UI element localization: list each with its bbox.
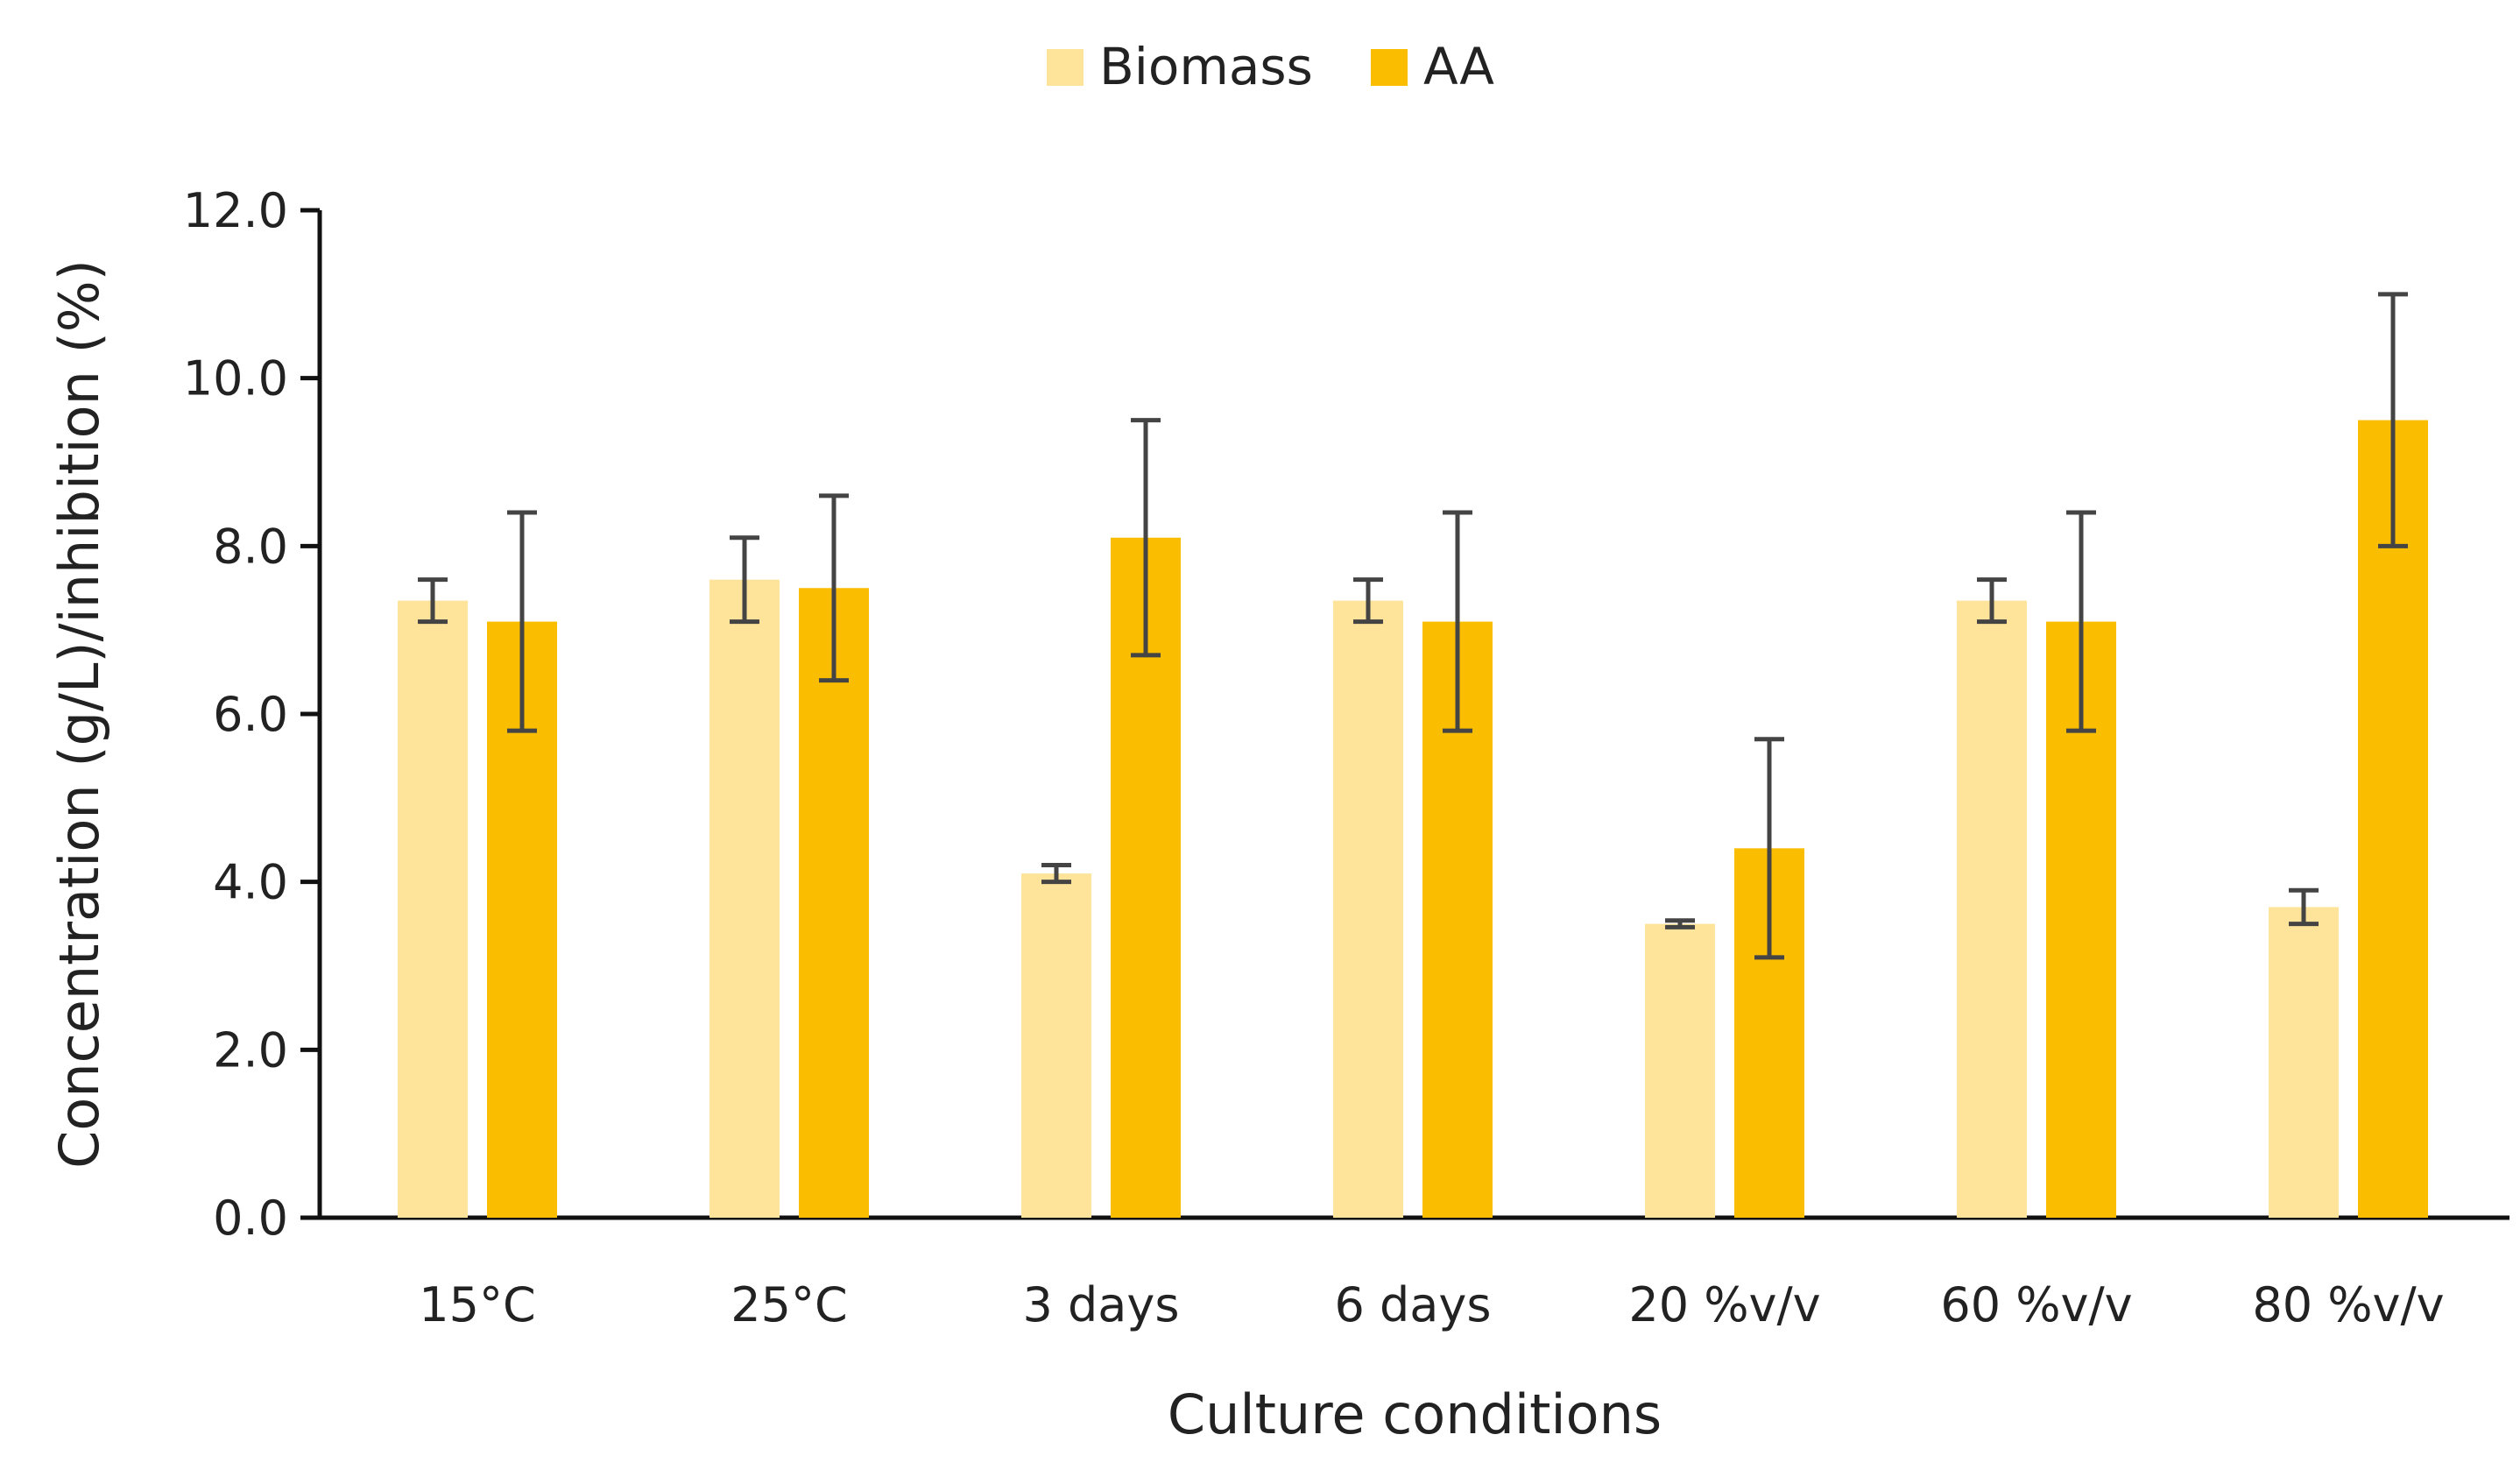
legend-swatch-biomass	[1047, 49, 1084, 86]
bar-biomass	[709, 579, 780, 1218]
y-tick-label: 12.0	[183, 183, 288, 238]
y-tick-label: 8.0	[213, 519, 288, 574]
bar-biomass	[1021, 873, 1091, 1218]
bar-biomass	[2269, 907, 2339, 1218]
y-tick-label: 6.0	[213, 687, 288, 742]
legend-swatch-aa	[1371, 49, 1408, 86]
error-bars	[418, 292, 2408, 960]
x-tick-label: 3 days	[1023, 1277, 1180, 1332]
x-tick-label: 60 %v/v	[1940, 1277, 2132, 1332]
bars	[398, 420, 2428, 1218]
bar-biomass	[1333, 600, 1403, 1218]
x-axis: 15°C 25°C 3 days 6 days 20 %v/v 60 %v/v 80 %v/…	[320, 1215, 2509, 1332]
bar-aa	[2358, 420, 2428, 1218]
bar-aa	[799, 588, 869, 1218]
y-tick-label: 0.0	[213, 1191, 288, 1246]
y-tick-label: 10.0	[183, 351, 288, 406]
bar-biomass	[398, 600, 468, 1218]
x-tick-label: 15°C	[419, 1277, 535, 1332]
y-axis-title: Concentration (g/L)/inhibition (%)	[47, 259, 111, 1169]
x-tick-label: 80 %v/v	[2252, 1277, 2444, 1332]
y-tick-label: 4.0	[213, 855, 288, 910]
x-tick-label: 25°C	[731, 1277, 847, 1332]
y-axis: 0.0 2.0 4.0 6.0 8.0 10.0 12.0	[183, 183, 322, 1246]
legend-label-biomass: Biomass	[1099, 37, 1313, 96]
bar-biomass	[1957, 600, 2027, 1218]
x-tick-label: 20 %v/v	[1628, 1277, 1820, 1332]
legend-label-aa: AA	[1423, 37, 1494, 96]
x-axis-title: Culture conditions	[1168, 1382, 1662, 1446]
bar-biomass	[1645, 923, 1715, 1218]
legend: Biomass AA	[1047, 37, 1494, 96]
x-tick-label: 6 days	[1335, 1277, 1492, 1332]
y-tick-label: 2.0	[213, 1022, 288, 1078]
